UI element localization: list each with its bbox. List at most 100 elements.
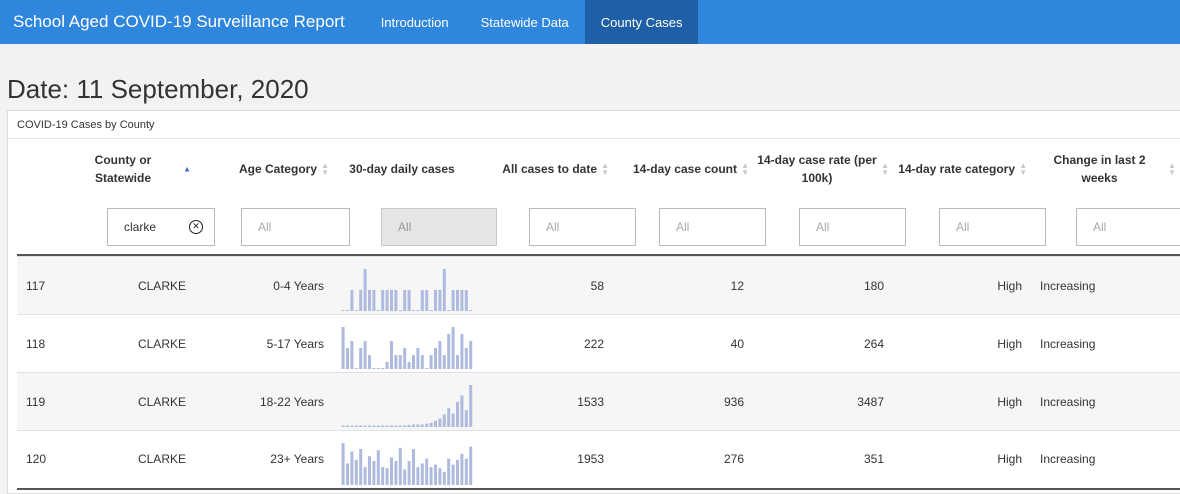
sparkline-bar: [434, 420, 437, 427]
sparkline-bar: [398, 355, 402, 369]
sparkline-bar: [381, 290, 385, 311]
col-header-county[interactable]: County or Statewide ▲: [63, 139, 195, 199]
app-title[interactable]: School Aged COVID-19 Surveillance Report: [13, 12, 345, 31]
clear-icon[interactable]: ✕: [189, 219, 203, 234]
tab-statewide-data[interactable]: Statewide Data: [480, 14, 569, 30]
change-filter-input[interactable]: All: [1076, 207, 1180, 246]
sparkline-bar: [442, 471, 446, 485]
all-cases-filter-input[interactable]: All: [529, 207, 636, 246]
age-filter-input[interactable]: All: [241, 207, 350, 246]
county-cell: CLARKE: [63, 372, 195, 431]
sparkline-bar: [438, 341, 442, 369]
daily-cases-sparkline: [341, 385, 473, 427]
sparkline-bar: [429, 467, 433, 485]
table-row[interactable]: 118 CLARKE 5-17 Years 222 40 264 High Increasin…: [17, 314, 1180, 373]
col-header-label: 30-day daily cases: [349, 162, 455, 176]
county-cell: CLARKE: [63, 314, 195, 373]
sparkline-bar: [398, 425, 402, 427]
change-cell: Increasing: [1031, 430, 1180, 490]
rate14-cell: 180: [753, 256, 893, 315]
sort-icon[interactable]: ▲ ▼: [741, 161, 749, 177]
county-filter-value: clarke: [124, 219, 157, 234]
rate-category-cell: High: [893, 256, 1031, 315]
col-header-label: Change in last 2 weeks: [1053, 153, 1146, 185]
county-cell: CLARKE: [63, 256, 195, 315]
sparkline-bar: [429, 310, 433, 311]
row-index: 117: [17, 256, 63, 315]
sparkline-bar: [350, 425, 354, 427]
county-cases-table: County or Statewide ▲ Age Category ▲ ▼ 30…: [17, 139, 1180, 490]
sparkline-bar: [434, 290, 437, 311]
col-header-change[interactable]: Change in last 2 weeks ▲ ▼: [1031, 139, 1180, 199]
tab-introduction[interactable]: Introduction: [380, 14, 449, 30]
sparkline-bar: [372, 290, 376, 311]
sparkline-bar: [438, 418, 442, 427]
col-header-rate14[interactable]: 14-day case rate (per 100k) ▲ ▼: [753, 139, 893, 199]
col-header-count14[interactable]: 14-day case count ▲ ▼: [613, 139, 753, 199]
sparkline-bar: [434, 348, 437, 369]
daily-sparkline-cell: [333, 430, 483, 490]
sparkline-bar: [456, 401, 459, 427]
sparkline-bar: [385, 290, 389, 311]
sparkline-bar: [460, 290, 464, 311]
sparkline-bar: [385, 362, 389, 369]
sparkline-bar: [456, 459, 459, 485]
sparkline-bar: [442, 355, 446, 369]
col-header-label: 14-day case rate (per 100k): [757, 153, 877, 185]
sort-icon[interactable]: ▲ ▼: [881, 161, 889, 177]
sparkline-bar: [464, 348, 468, 369]
filter-placeholder: All: [676, 219, 690, 234]
sparkline-bar: [381, 368, 385, 369]
category-filter-input[interactable]: All: [939, 207, 1046, 246]
sparkline-bar: [447, 334, 451, 369]
rate-category-cell: High: [893, 430, 1031, 490]
sparkline-bar: [376, 425, 380, 427]
sparkline-bar: [390, 425, 393, 427]
table-row[interactable]: 117 CLARKE 0-4 Years 58 12 180 High Increasing: [17, 256, 1180, 315]
sparkline-bar: [372, 461, 376, 485]
sparkline-bar: [451, 290, 455, 311]
col-header-age[interactable]: Age Category ▲ ▼: [195, 139, 333, 199]
col-header-all-cases[interactable]: All cases to date ▲ ▼: [483, 139, 613, 199]
rate14-cell: 3487: [753, 372, 893, 431]
daily-cases-sparkline: [341, 443, 473, 485]
sparkline-bar: [434, 464, 437, 485]
table-row[interactable]: 119 CLARKE 18-22 Years 1533 936 3487 High Incre…: [17, 372, 1180, 431]
daily-sparkline-cell: [333, 314, 483, 373]
sparkline-bar: [354, 459, 358, 485]
sparkline-bar: [385, 468, 389, 485]
sparkline-bar: [447, 408, 451, 427]
sort-icon[interactable]: ▲ ▼: [601, 161, 609, 177]
sparkline-bar: [341, 327, 345, 369]
sparkline-bar: [407, 461, 411, 485]
tab-county-cases[interactable]: County Cases: [584, 0, 699, 44]
sparkline-bar: [368, 425, 371, 427]
sort-icon[interactable]: ▲ ▼: [1019, 161, 1027, 177]
sparkline-bar: [447, 458, 451, 485]
sparkline-bar: [354, 368, 358, 369]
sparkline-bar: [403, 425, 407, 427]
sparkline-bar: [359, 449, 363, 485]
age-category-cell: 0-4 Years: [195, 256, 333, 315]
count14-cell: 12: [613, 256, 753, 315]
rate14-filter-input[interactable]: All: [799, 207, 906, 246]
county-filter-input[interactable]: clarke ✕: [107, 207, 215, 246]
sort-asc-icon[interactable]: ▲: [183, 164, 191, 174]
count14-filter-input[interactable]: All: [659, 207, 766, 246]
sort-icon[interactable]: ▲ ▼: [321, 161, 329, 177]
table-row[interactable]: 120 CLARKE 23+ Years 1953 276 351 High Increasi…: [17, 430, 1180, 490]
col-header-category[interactable]: 14-day rate category ▲ ▼: [893, 139, 1031, 199]
sparkline-bar: [451, 327, 455, 369]
age-category-cell: 18-22 Years: [195, 372, 333, 431]
sparkline-bar: [341, 425, 345, 427]
sparkline-bar: [456, 355, 459, 369]
sparkline-bar: [469, 341, 473, 369]
sparkline-bar: [398, 447, 402, 485]
sparkline-bar: [354, 425, 358, 427]
change-cell: Increasing: [1031, 314, 1180, 373]
sort-icon[interactable]: ▲ ▼: [1168, 161, 1176, 177]
sparkline-bar: [416, 467, 420, 485]
sparkline-bar: [390, 290, 393, 311]
sparkline-bar: [416, 348, 420, 369]
change-cell: Increasing: [1031, 372, 1180, 431]
